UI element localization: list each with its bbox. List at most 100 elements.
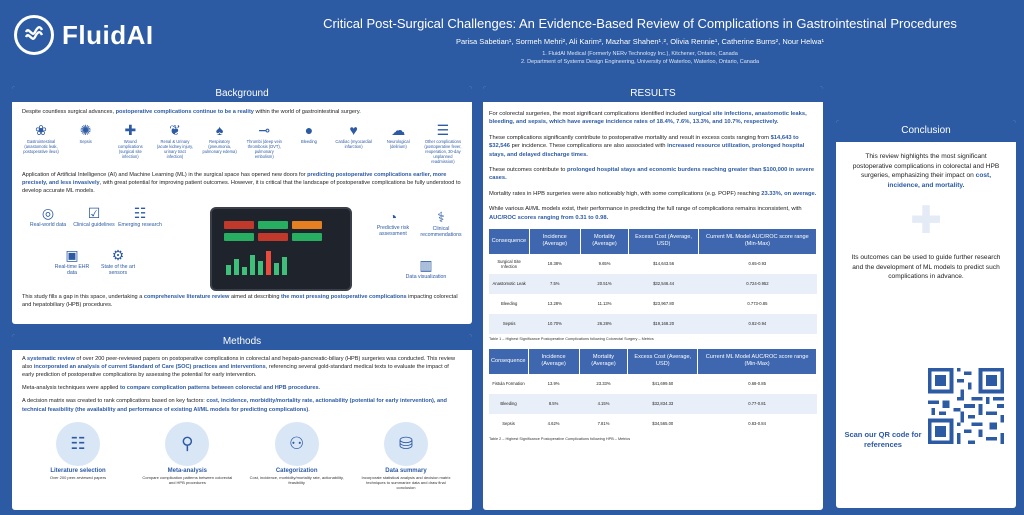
table-cell: 13.28% <box>547 301 562 307</box>
sensors-item: ⚙ State of the art sensors <box>96 247 140 276</box>
method-step: ⚇ Categorization Cost, incidence, morbidit… <box>249 421 345 491</box>
step-title: Literature selection <box>50 467 106 474</box>
methods-paragraph-3: A decision matrix was created to rank co… <box>22 398 447 413</box>
step-title: Meta-analysis <box>167 467 207 474</box>
sitemap-icon: ⚇ <box>274 421 319 466</box>
table-cell: Sepsis <box>502 421 515 427</box>
table-cell: $32,546.44 <box>628 273 699 294</box>
table-cell: Sepsis <box>489 313 530 334</box>
column-header: Incidence (Average) <box>528 348 580 374</box>
globe-icon: ◎ <box>41 204 55 221</box>
table-cell: $34,565.00 <box>652 421 674 427</box>
complication-label: Respiratory (pneumonia, pulmonary edema) <box>202 139 237 154</box>
data-visualization-item: ▥ Data visualization <box>400 257 452 280</box>
section-heading: RESULTS <box>483 86 823 102</box>
affiliation-2: 2. Department of Systems Design Engineer… <box>520 59 760 65</box>
column-header: Consequence <box>489 228 530 254</box>
method-step: ⛁ Data summary Incorporate statistical ana… <box>358 421 454 491</box>
table-cell: Fistula Formation <box>492 381 525 387</box>
column-header: Consequence <box>489 348 529 374</box>
table-cell: Bleeding <box>489 393 529 414</box>
complication-label: Neurological (delirium) <box>386 139 410 150</box>
conclusion-paragraph-1: This review highlights the most signific… <box>852 153 1000 189</box>
step-description: Compare complication patterns between co… <box>142 474 233 485</box>
complication-item: ❦ Renal & Urinary (acute kidney injury, u… <box>156 121 194 165</box>
blood-drop-icon: ● <box>304 122 314 139</box>
table-row: Bleeding 13.28% 11.13% $23,967.80 0.773-0.85 <box>489 294 817 314</box>
complication-label: Cardiac (myocardial infarction) <box>335 139 372 150</box>
table-header-row: Consequence Incidence (Average) Mortality … <box>489 348 817 374</box>
checklist-icon: ☑ <box>87 204 101 221</box>
qr-code-icon[interactable] <box>928 368 1004 444</box>
section-heading: Methods <box>12 334 472 350</box>
complication-label: Thrombi (deep vein thrombosis (DVT), pul… <box>246 139 282 159</box>
column-header: Incidence (Average) <box>529 228 581 254</box>
table-cell: 0.65-0.93 <box>748 261 767 267</box>
section-heading: Background <box>12 86 472 102</box>
conclusion-section: Conclusion This review highlights the mo… <box>836 120 1016 508</box>
methods-steps: ☷ Literature selection Over 200 peer-revie… <box>22 421 462 491</box>
ml-diagram: ◎ Real-world data ☑ Clinical guidelines ☷ E… <box>22 201 462 293</box>
complication-label: Bleeding <box>300 139 317 145</box>
column-header: Mortality (Average) <box>579 348 629 374</box>
conclusion-paragraph-2: Its outcomes can be used to guide furthe… <box>851 254 1001 281</box>
hands-heart-icon: ✚ <box>910 200 942 243</box>
brand-logo: FluidAI <box>14 15 154 55</box>
complication-item: ● Bleeding <box>290 121 328 165</box>
table-cell: $19,168.20 <box>628 313 699 334</box>
results-paragraph-4: Mortality rates in HPB surgeries were al… <box>489 190 817 197</box>
table-1-caption: Table 1 – Highest Significance Postopera… <box>489 336 654 341</box>
table-row: Anastomotic Leak 7.5% 20.51% $32,546.44 0.72… <box>489 273 817 294</box>
table-row: Fistula Formation 13.9% 23.33% $41,699.50 0.… <box>489 374 817 394</box>
affiliation-1: 1. FluidAI Medical (Formerly NERv Techno… <box>542 51 738 57</box>
results-paragraph-3: These outcomes contribute to prolonged h… <box>489 166 815 182</box>
doctor-icon: ⚕ <box>437 208 445 225</box>
step-title: Categorization <box>275 467 318 474</box>
table-cell: Anastomotic Leak <box>489 273 530 294</box>
complication-item: ☁ Neurological (delirium) <box>379 121 417 165</box>
table-cell: 10.70% <box>529 313 581 334</box>
complication-item: ✺ Sepsis <box>67 121 105 165</box>
monitor-icon: ▣ <box>65 246 79 263</box>
complication-label: Gastrointestinal (anastomotic leak, post… <box>23 139 59 154</box>
table-hpb: Consequence Incidence (Average) Mortality … <box>489 348 817 434</box>
heart-icon: ♥ <box>349 122 358 139</box>
dashboard-tablet-image <box>210 206 352 291</box>
step-description: Cost, incidence, morbidity/mortality rat… <box>249 474 344 485</box>
brain-icon: ☁ <box>391 122 406 139</box>
poster-title: Critical Post-Surgical Challenges: An Ev… <box>323 16 957 31</box>
table-cell: 0.724-0.952 <box>698 273 817 294</box>
complication-label: Other complications (postoperative fever… <box>424 139 462 164</box>
table-cell: 0.77-0.81 <box>697 393 817 414</box>
table-row: Sepsis 10.70% 26.28% $19,168.20 0.82-0.94 <box>489 313 817 334</box>
complication-item: ♥ Cardiac (myocardial infarction) <box>335 121 373 165</box>
table-cell: 9.65% <box>598 261 611 267</box>
table-cell: Bleeding <box>500 301 518 307</box>
research-doc-icon: ☷ <box>133 204 147 221</box>
section-heading: Conclusion <box>836 120 1016 142</box>
complication-item: ✚ Wound complications (surgical site infe… <box>111 121 149 165</box>
column-header: Mortality (Average) <box>580 228 630 254</box>
results-paragraph-1: For colorectal surgeries, the most signi… <box>489 111 807 126</box>
intestine-icon: ❀ <box>35 122 47 139</box>
sensor-icon: ⚙ <box>111 246 125 263</box>
table-cell: 0.773-0.85 <box>747 301 768 307</box>
table-row: Surgical Site Infection 18.38% 9.65% $14,64… <box>489 254 817 274</box>
table-cell: $23,967.80 <box>653 301 675 307</box>
table-cell: 26.28% <box>580 313 629 334</box>
fluidai-logo-icon <box>14 15 54 55</box>
ai-paragraph: Application of Artificial Intelligence (… <box>22 171 461 194</box>
table-cell: $32,834.33 <box>627 393 698 414</box>
gauge-icon: ◔ <box>388 208 398 225</box>
thrombus-icon: ⊸ <box>258 122 271 139</box>
author-list: Parisa Sabetian¹, Sormeh Mehri², Ali Kar… <box>455 37 825 46</box>
table-cell: 8.5% <box>528 393 580 414</box>
complication-item: ♠ Respiratory (pneumonia, pulmonary edema… <box>201 121 239 165</box>
table-cell: 18.38% <box>547 261 562 267</box>
table-cell: 13.9% <box>547 381 560 387</box>
complication-item: ❀ Gastrointestinal (anastomotic leak, pos… <box>22 121 60 165</box>
background-section: Background Despite countless surgical ad… <box>12 86 472 324</box>
brand-name: FluidAI <box>62 19 154 50</box>
table-cell: 11.13% <box>597 301 612 307</box>
results-section: RESULTS For colorectal surgeries, the mo… <box>483 86 823 510</box>
